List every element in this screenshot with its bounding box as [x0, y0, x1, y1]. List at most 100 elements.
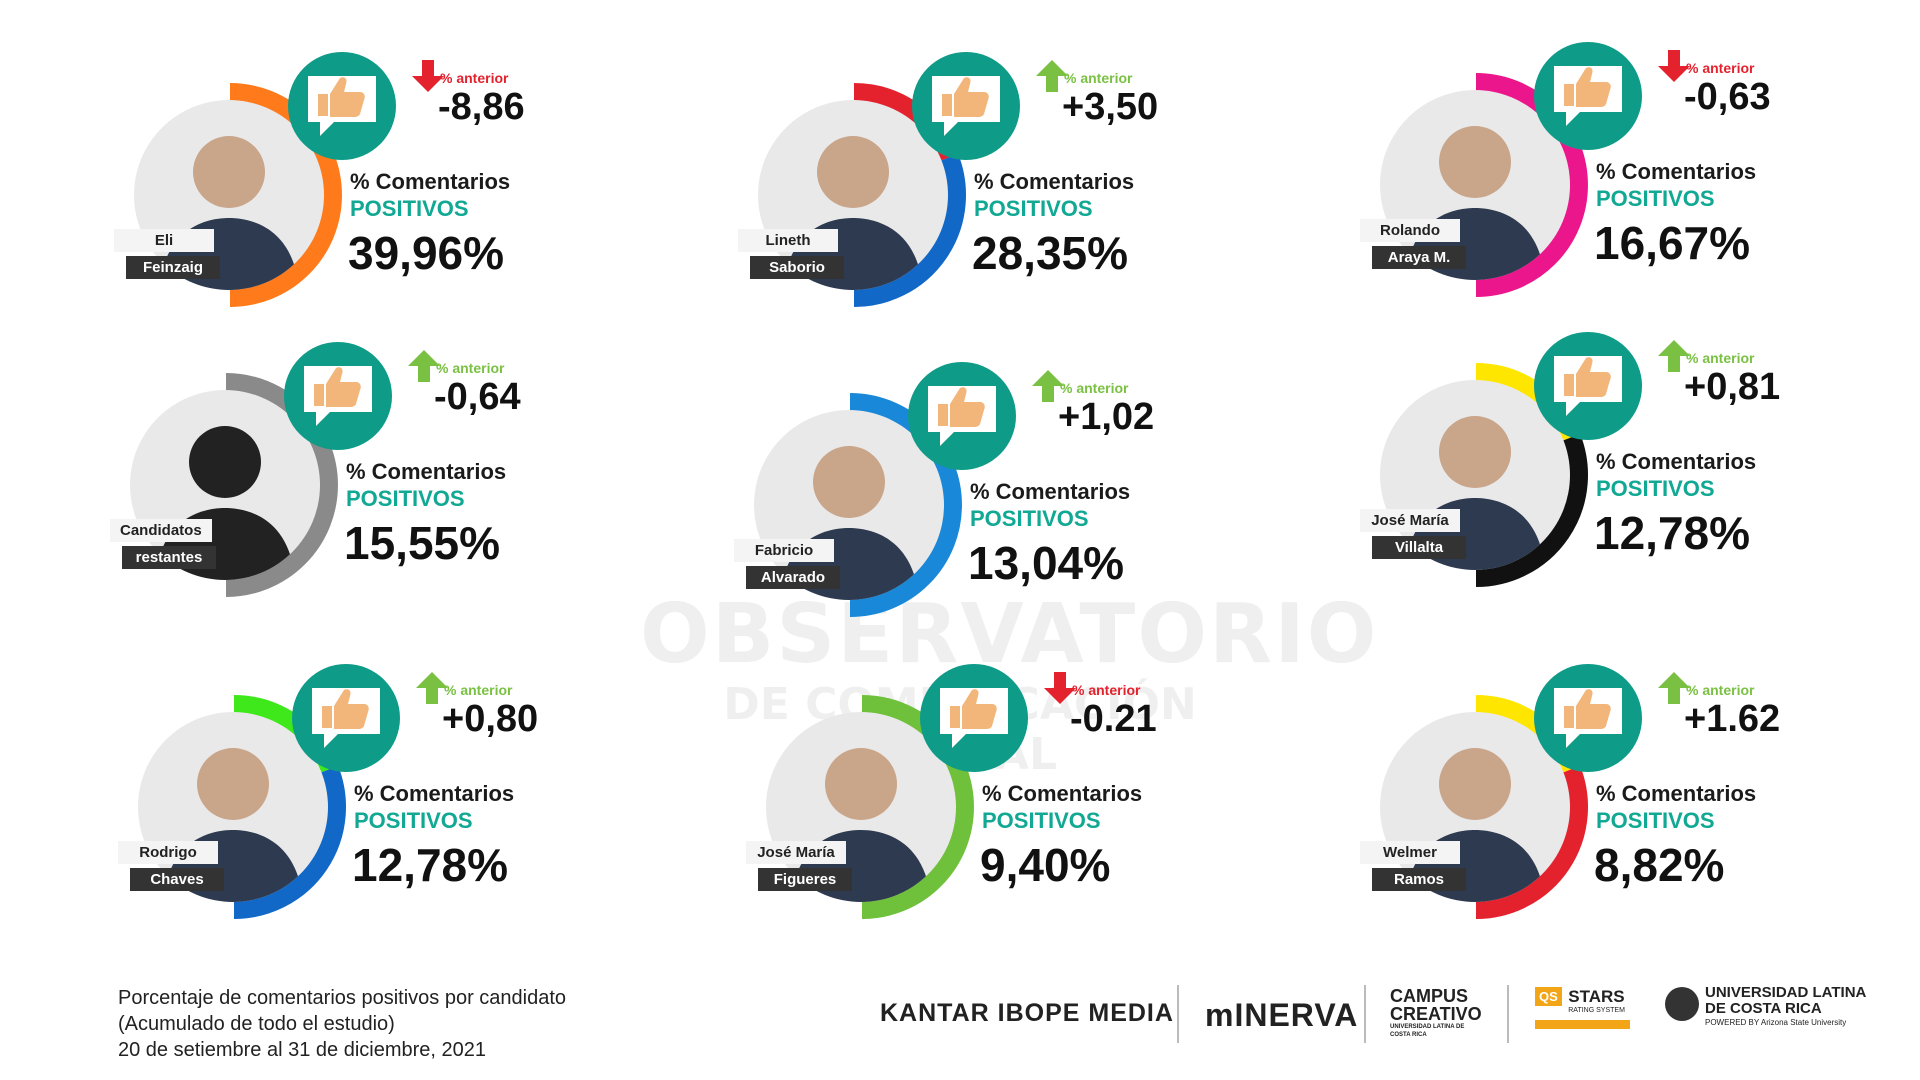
metric-label-positive: POSITIVOS: [1596, 186, 1715, 211]
previous-label: % anterior: [444, 682, 513, 698]
metric-label: % Comentarios POSITIVOS: [1596, 448, 1756, 502]
delta-value: +0,80: [442, 698, 539, 740]
logo-stars-title: STARS: [1568, 987, 1625, 1006]
previous-label: % anterior: [1686, 350, 1755, 366]
candidate-card: Candidatos restantes % anterior -0,64 % Come…: [110, 330, 716, 597]
delta-value: -0,63: [1684, 76, 1771, 118]
ring-segment-primary: [861, 695, 974, 919]
logo-ulatina-line1: UNIVERSIDAD LATINA: [1705, 984, 1867, 1001]
footer-caption: Porcentaje de comentarios positivos por …: [118, 985, 566, 1063]
thumbs-up-icon: [1534, 42, 1642, 150]
delta-value: -8,86: [438, 86, 525, 128]
ring-segment-primary: [853, 153, 966, 307]
previous-label: % anterior: [440, 70, 509, 86]
globe-icon: [1665, 987, 1699, 1021]
ring-chart: [229, 83, 342, 307]
previous-label: % anterior: [436, 360, 505, 376]
delta-value: +0,81: [1684, 366, 1781, 408]
metric-label: % Comentarios POSITIVOS: [1596, 158, 1756, 212]
metric-label-comments: % Comentarios: [346, 459, 507, 484]
candidate-photo: [134, 100, 324, 290]
previous-label: % anterior: [1686, 682, 1755, 698]
metric-label: % Comentarios POSITIVOS: [346, 458, 506, 512]
logo-campus-line1: CAMPUS: [1390, 986, 1469, 1006]
positive-percentage: 12,78%: [1594, 507, 1751, 559]
candidate-last-name: Saborio: [750, 256, 844, 279]
candidate-card: Eli Feinzaig % anterior -8,86 % Comentarios P…: [114, 40, 720, 307]
arrow-up-icon: [1656, 670, 1692, 706]
logo-campus-line3: UNIVERSIDAD LATINA DE COSTA RICA: [1390, 1024, 1465, 1038]
arrow-up-icon: [1034, 58, 1070, 94]
positive-percentage: 15,55%: [344, 517, 501, 569]
candidate-card: José María Figueres % anterior -0.21 % Comen…: [746, 652, 1352, 919]
thumbs-up-icon: [288, 52, 396, 160]
previous-label: % anterior: [1072, 682, 1141, 698]
metric-label-positive: POSITIVOS: [974, 196, 1093, 221]
candidate-last-name: Feinzaig: [126, 256, 220, 279]
metric-label: % Comentarios POSITIVOS: [970, 478, 1130, 532]
candidate-first-name: Rodrigo: [118, 841, 218, 864]
metric-label-comments: % Comentarios: [1596, 449, 1757, 474]
logo-ulatina-line3: POWERED BY Arizona State University: [1705, 1018, 1847, 1027]
metric-label-comments: % Comentarios: [970, 479, 1131, 504]
positive-percentage: 13,04%: [968, 537, 1125, 589]
candidate-first-name: Lineth: [738, 229, 838, 252]
arrow-up-icon: [414, 670, 450, 706]
arrow-down-icon: [1656, 48, 1692, 84]
candidate-first-name: Fabricio: [734, 539, 834, 562]
candidate-card: Rodrigo Chaves % anterior +0,80 % Comentario…: [118, 652, 724, 919]
metric-label-comments: % Comentarios: [982, 781, 1143, 806]
candidate-first-name: Rolando: [1360, 219, 1460, 242]
positive-percentage: 12,78%: [352, 839, 509, 891]
metric-label-positive: POSITIVOS: [1596, 476, 1715, 501]
arrow-up-icon: [1030, 368, 1066, 404]
arrow-up-icon: [1656, 338, 1692, 374]
logo-ulatina-line2: DE COSTA RICA: [1705, 1000, 1822, 1017]
candidate-first-name: Candidatos: [110, 519, 212, 542]
ring-segment-primary: [1475, 73, 1588, 297]
delta-value: +1,02: [1058, 396, 1155, 438]
ring-segment-primary: [1475, 433, 1588, 587]
delta-value: +1.62: [1684, 698, 1781, 740]
candidate-first-name: José María: [746, 841, 846, 864]
previous-label: % anterior: [1686, 60, 1755, 76]
metric-label: % Comentarios POSITIVOS: [1596, 780, 1756, 834]
logo-separator: [1177, 985, 1179, 1043]
candidate-first-name: Eli: [114, 229, 214, 252]
metric-label-positive: POSITIVOS: [982, 808, 1101, 833]
ring-segment-primary: [849, 393, 962, 617]
candidate-last-name: Alvarado: [746, 566, 840, 589]
partner-logos: KANTAR IBOPE MEDIA mINERVA CAMPUS CREATI…: [880, 985, 1880, 1045]
thumbs-up-icon: [284, 342, 392, 450]
candidate-first-name: José María: [1360, 509, 1460, 532]
logo-minerva: mINERVA: [1205, 997, 1358, 1034]
metric-label-positive: POSITIVOS: [346, 486, 465, 511]
candidate-last-name: Ramos: [1372, 868, 1466, 891]
logo-campus-line2: CREATIVO: [1390, 1004, 1482, 1024]
candidate-first-name: Welmer: [1360, 841, 1460, 864]
metric-label: % Comentarios POSITIVOS: [354, 780, 514, 834]
thumbs-up-icon: [1534, 332, 1642, 440]
ring-segment-primary: [233, 765, 346, 919]
footer-line3: 20 de setiembre al 31 de diciembre, 2021: [118, 1039, 487, 1061]
logo-kantar-text: KANTAR IBOPE MEDIA: [880, 999, 1174, 1027]
candidate-last-name: Chaves: [130, 868, 224, 891]
thumbs-up-icon: [920, 664, 1028, 772]
candidate-card: Lineth Saborio % anterior +3,50 % Comentario…: [738, 40, 1344, 307]
ring-chart: [225, 373, 338, 597]
footer-line2: (Acumulado de todo el estudio): [118, 1013, 395, 1035]
positive-percentage: 39,96%: [348, 227, 505, 279]
delta-value: -0,64: [434, 376, 521, 418]
ring-chart: [849, 393, 962, 617]
logo-separator: [1507, 985, 1509, 1043]
delta-value: -0.21: [1070, 698, 1157, 740]
candidate-card: Welmer Ramos % anterior +1.62 % Comentarios P…: [1360, 652, 1920, 919]
thumbs-up-icon: [908, 362, 1016, 470]
thumbs-up-icon: [912, 52, 1020, 160]
candidate-photo: [754, 410, 944, 600]
metric-label-comments: % Comentarios: [350, 169, 511, 194]
arrow-down-icon: [410, 58, 446, 94]
logo-stars: QS STARS RATING SYSTEM: [1535, 987, 1630, 1029]
metric-label: % Comentarios POSITIVOS: [974, 168, 1134, 222]
qs-badge: QS: [1535, 987, 1562, 1006]
